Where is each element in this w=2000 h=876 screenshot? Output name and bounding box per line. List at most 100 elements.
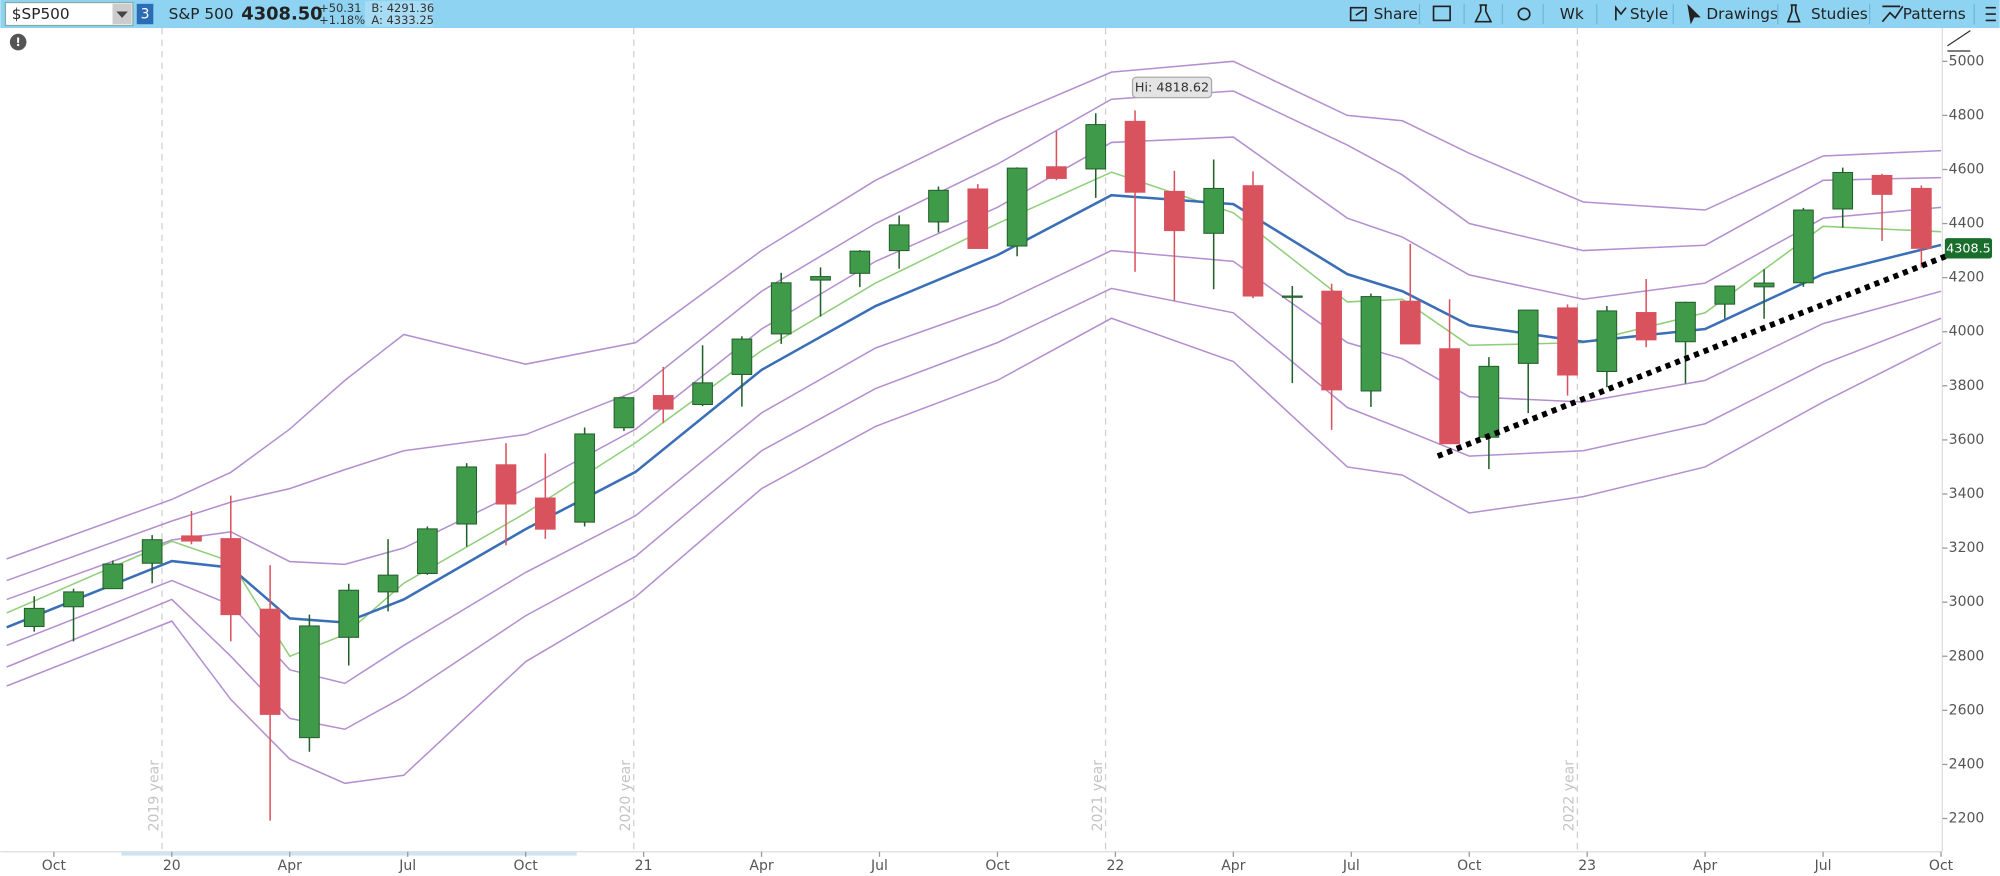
symbol-input[interactable]: [4, 1, 134, 27]
last-price-tag: [1944, 238, 1993, 259]
candle-body: [1911, 187, 1932, 249]
last-price: 4308.50: [241, 4, 322, 25]
candle-body: [23, 607, 45, 628]
x-tick-label: Oct: [514, 858, 539, 874]
toolbar-button[interactable]: Studies: [1811, 5, 1868, 23]
year-label: 2022 year: [1562, 760, 1578, 832]
warning-mark: !: [16, 35, 21, 49]
y-tick-label: 4800: [1949, 107, 1985, 123]
candle-body: [377, 574, 399, 593]
candle-body: [1635, 312, 1657, 341]
warning-icon[interactable]: [9, 33, 27, 51]
toolbar-buttons: Share Wk Style Drawings Studies Patterns: [1374, 3, 1975, 25]
description: S&P 500: [169, 5, 234, 23]
candle-body: [1046, 166, 1067, 179]
candle-body: [259, 608, 281, 715]
x-tick-label: Apr: [1693, 858, 1717, 874]
candle-body: [1675, 301, 1696, 343]
dropdown-arrow: [116, 11, 128, 18]
candle-body: [495, 464, 517, 505]
candle-body: [849, 250, 871, 274]
x-tick-label: Jul: [870, 858, 888, 874]
ask: A: 4333.25: [371, 13, 434, 27]
candle-body: [928, 189, 949, 223]
axis-scale-icon[interactable]: [1947, 30, 1971, 52]
candle-body: [652, 395, 674, 410]
candle-body: [1360, 296, 1382, 392]
year-label: 2019 year: [146, 760, 162, 832]
x-tick-label: 21: [635, 858, 653, 874]
candle-body: [1281, 295, 1303, 298]
candle-body: [613, 397, 635, 429]
symbol: $SP500: [12, 5, 70, 23]
hi-label: Hi: 4818.62: [1135, 81, 1209, 96]
plot-area: 2200 2400 2600 2800 3000 3200 3400 3600 3800 4000…: [6, 28, 1993, 874]
x-tick-label: 22: [1106, 858, 1124, 874]
y-tick-label: 3800: [1949, 378, 1985, 394]
style-icon[interactable]: [1615, 5, 1627, 21]
candle-body: [1871, 174, 1893, 195]
percent-change: +1.18%: [319, 13, 365, 27]
y-tick-label: 4000: [1949, 324, 1985, 340]
candle-body: [1164, 190, 1185, 232]
candle-body: [810, 276, 831, 281]
y-tick-label: 2800: [1949, 648, 1985, 664]
patterns-icon[interactable]: [1881, 5, 1904, 23]
y-tick-label: 2200: [1949, 811, 1985, 827]
candle-body: [1439, 348, 1460, 445]
candle-body: [456, 466, 478, 525]
y-tick-label: 5000: [1949, 53, 1985, 69]
scrollbar[interactable]: [121, 851, 577, 856]
toolbar-button[interactable]: Drawings: [1706, 5, 1778, 23]
x-tick-label: 23: [1578, 858, 1596, 874]
candle-body: [338, 589, 360, 638]
band-line: [6, 60, 1942, 560]
menu-icon[interactable]: [1985, 6, 1996, 22]
candle-body: [102, 563, 124, 590]
x-tick-label: Apr: [278, 858, 302, 874]
link-badge[interactable]: [136, 3, 154, 25]
y-tick-label: 2400: [1949, 756, 1985, 772]
settings-icon[interactable]: [1517, 7, 1531, 21]
candle-body: [1557, 307, 1578, 376]
y-tick-label: 2600: [1949, 702, 1985, 718]
hi-label-box: [1131, 76, 1213, 99]
candle-body: [1753, 282, 1775, 288]
candle-body: [1793, 209, 1814, 284]
year-label: 2020 year: [618, 760, 634, 832]
candle-body: [770, 282, 792, 335]
x-tick-label: Jul: [398, 858, 416, 874]
x-tick-label: Oct: [985, 858, 1010, 874]
trendline[interactable]: [1436, 249, 1958, 459]
quote-icon[interactable]: [1432, 5, 1451, 22]
bid-ask-box: [364, 1, 433, 27]
last-price-label: 4308.5: [1946, 241, 1991, 256]
candle-body: [1399, 300, 1421, 345]
x-tick-label: Jul: [1342, 858, 1360, 874]
candle-body: [1714, 285, 1736, 305]
toolbar-button[interactable]: Style: [1630, 5, 1668, 23]
x-tick-label: Oct: [1457, 858, 1482, 874]
candle-body: [220, 538, 242, 616]
toolbar-button[interactable]: Wk: [1560, 5, 1584, 23]
toolbar-icons: [1349, 3, 1996, 25]
candle-body: [63, 591, 84, 608]
x-tick-label: Oct: [1929, 858, 1954, 874]
flask-icon[interactable]: [1474, 4, 1493, 23]
candle-body: [1596, 310, 1618, 373]
x-tick-label: Apr: [1221, 858, 1245, 874]
toolbar-button[interactable]: Patterns: [1903, 5, 1966, 23]
candle-body: [1321, 290, 1342, 391]
candle-body: [181, 535, 202, 542]
badge: 3: [141, 7, 150, 23]
toolbar-button[interactable]: Share: [1374, 5, 1418, 23]
y-tick-label: 3600: [1949, 432, 1985, 448]
x-tick-label: 20: [163, 858, 181, 874]
studies-icon[interactable]: [1786, 4, 1801, 23]
band-line: [6, 287, 1942, 731]
share-icon[interactable]: [1349, 6, 1367, 22]
drawings-icon[interactable]: [1687, 3, 1701, 25]
candle-body: [1203, 187, 1225, 234]
